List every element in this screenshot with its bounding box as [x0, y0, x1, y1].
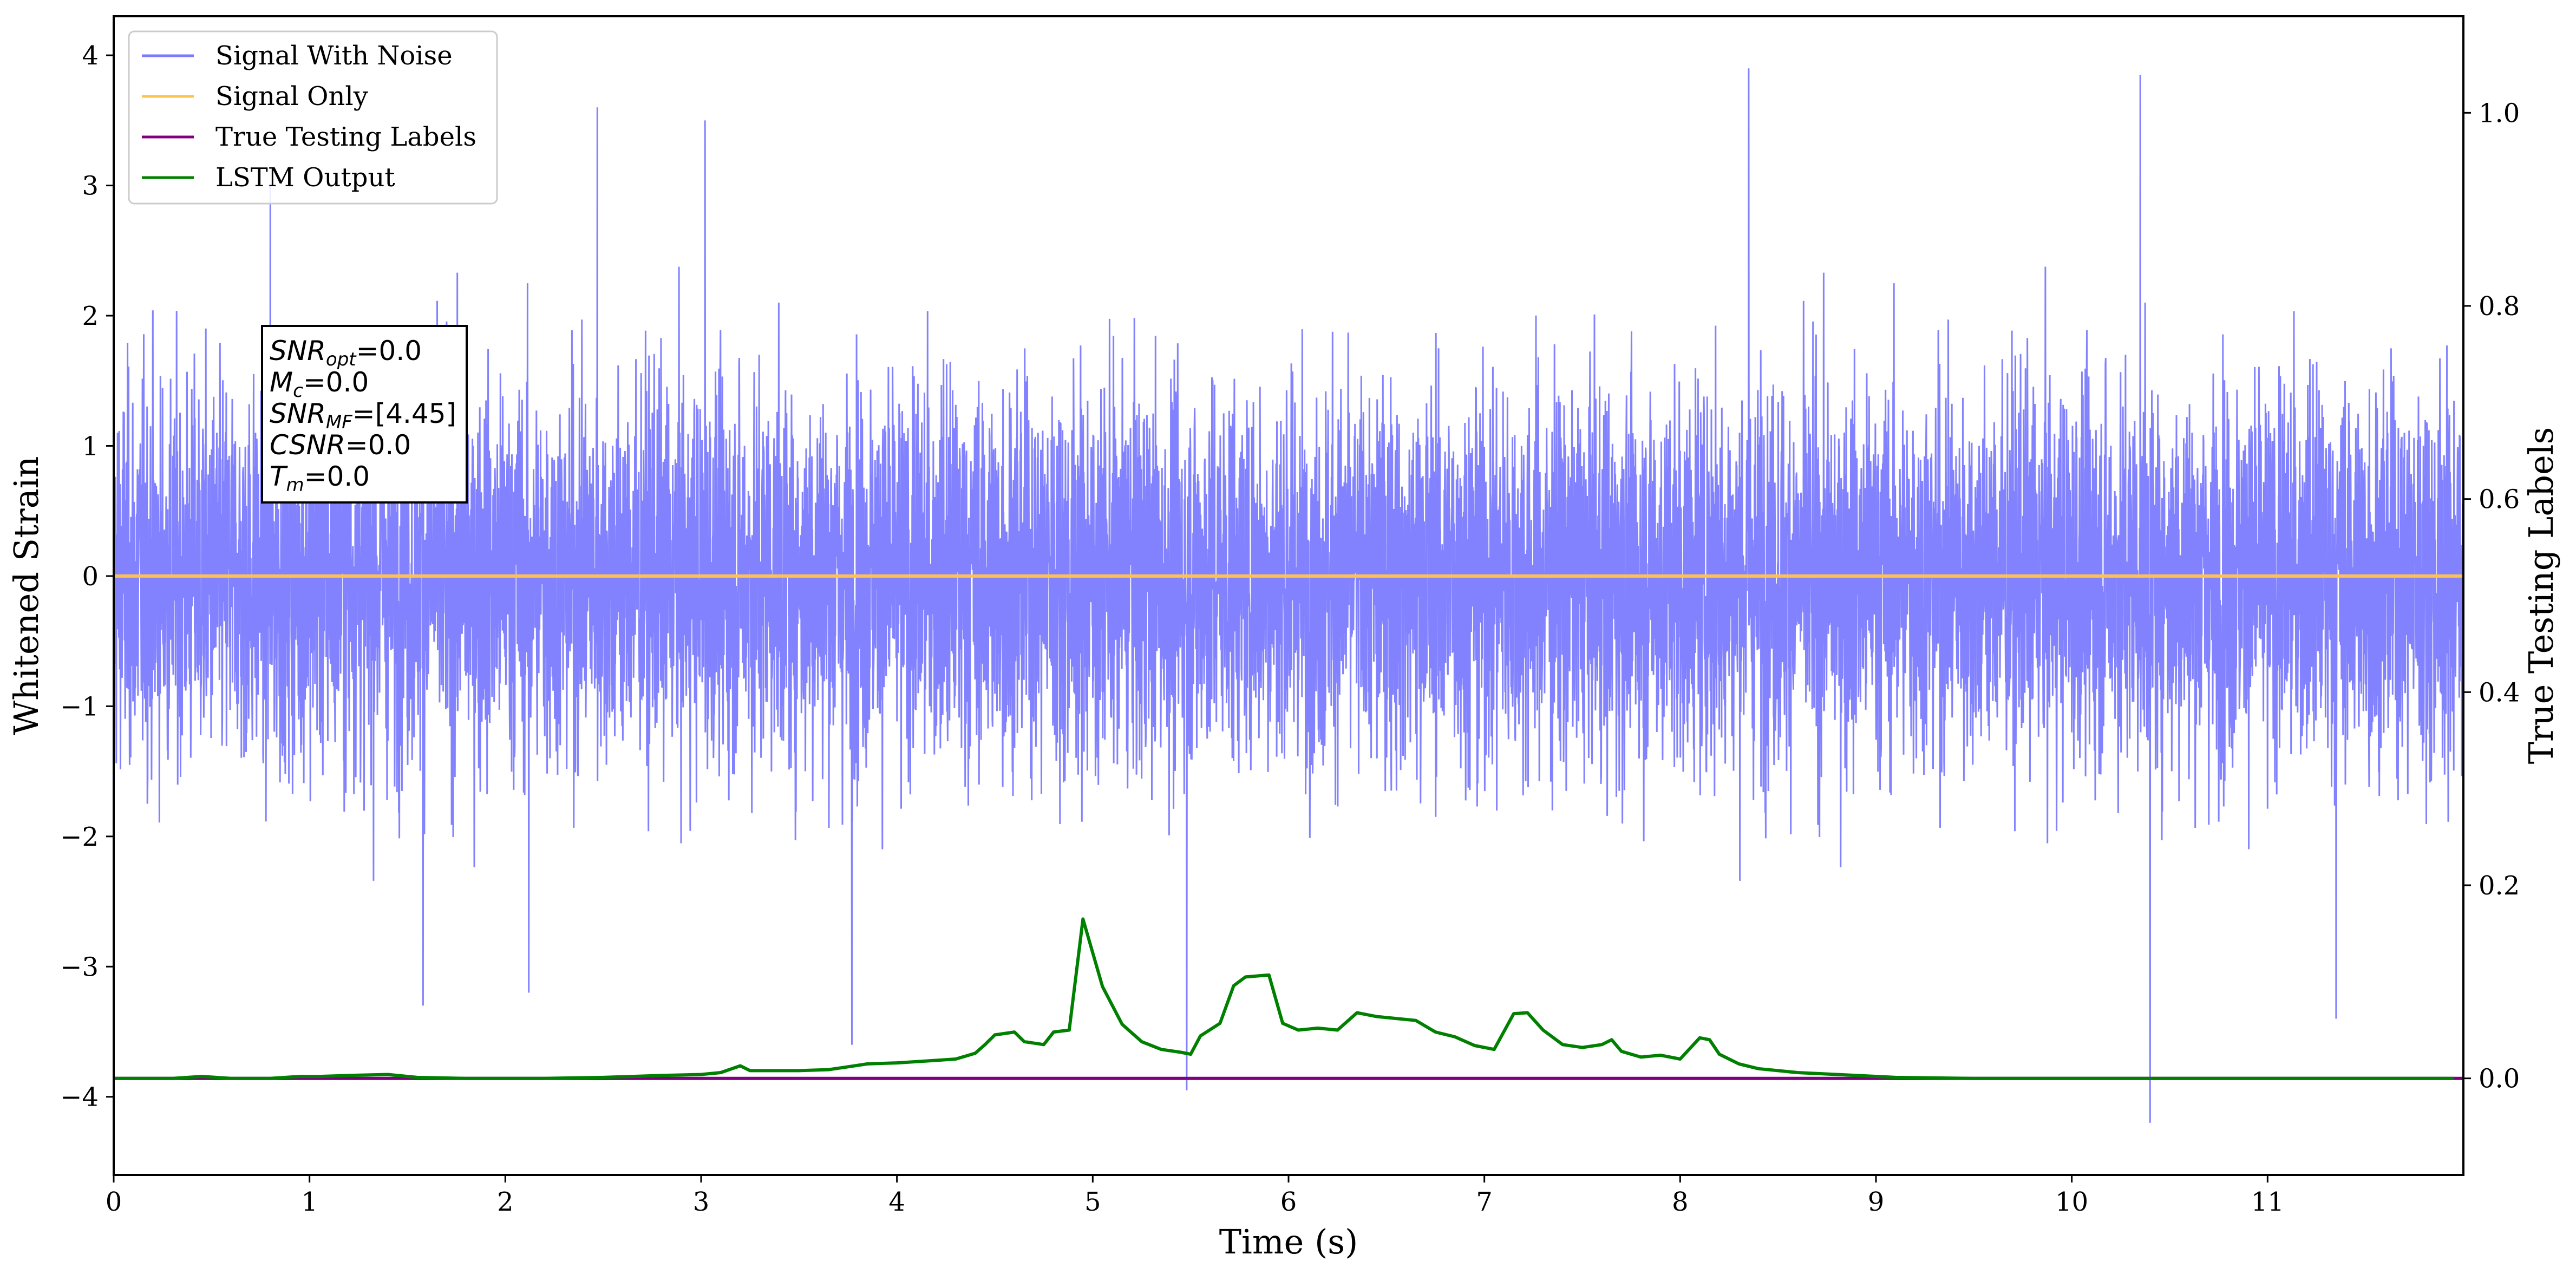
- y-tick-label: 1: [82, 431, 99, 461]
- x-tick-label: 7: [1476, 1187, 1493, 1217]
- x-tick-label: 9: [1868, 1187, 1885, 1217]
- x-tick-label: 4: [888, 1187, 905, 1217]
- legend-label: LSTM Output: [215, 162, 395, 193]
- legend-entry-signal-only: Signal Only: [142, 81, 368, 112]
- annotation-tm: Tm=0.0: [270, 461, 370, 496]
- legend-entry-signal-with-noise: Signal With Noise: [142, 41, 453, 71]
- x-tick-label: 0: [106, 1187, 122, 1217]
- y-tick-label: 4: [82, 41, 99, 71]
- x-tick-label: 3: [693, 1187, 710, 1217]
- annotation-box: SNRopt=0.0 Mc=0.0 SNRMF=[4.45] CSNR=0.0 …: [261, 325, 468, 504]
- legend-label: Signal With Noise: [215, 41, 453, 71]
- y-tick-label: −1: [60, 691, 99, 722]
- y-tick-label: −2: [60, 822, 99, 852]
- series-line-signal-with-noise: [114, 68, 2463, 1123]
- legend-box: [128, 30, 498, 205]
- y2-tick-label: 0.8: [2479, 291, 2520, 322]
- x-tick-label: 10: [2055, 1187, 2088, 1217]
- y-axis-ticks: 4 3 2 1 0 −1 −2 −3 −4: [60, 41, 114, 1113]
- annotation-frame: [261, 325, 468, 504]
- annotation-snr-opt: SNRopt=0.0: [270, 335, 422, 370]
- y-tick-label: 2: [82, 301, 99, 331]
- x-tick-label: 8: [1672, 1187, 1689, 1217]
- annotation-snr-mf: SNRMF=[4.45]: [270, 398, 456, 433]
- legend-label: True Testing Labels: [215, 122, 476, 152]
- y2-tick-label: 0.0: [2479, 1064, 2520, 1094]
- series-lines: [114, 574, 2463, 1080]
- x-tick-label: 6: [1280, 1187, 1297, 1217]
- y2-tick-label: 0.2: [2479, 871, 2520, 901]
- series-signal-with-noise: [114, 68, 2463, 1123]
- y-tick-label: 3: [82, 171, 99, 201]
- x-axis-ticks: 0 1 2 3 4 5 6 7 8 9 10 11: [106, 1175, 2284, 1217]
- legend-label: Signal Only: [215, 81, 368, 112]
- x-tick-label: 11: [2251, 1187, 2284, 1217]
- annotation-mc: Mc=0.0: [270, 367, 369, 402]
- legend-entry-lstm-output: LSTM Output: [142, 162, 395, 193]
- x-tick-label: 2: [497, 1187, 514, 1217]
- x-axis-label: Time (s): [1219, 1222, 1358, 1262]
- y2-tick-label: 0.4: [2479, 677, 2520, 708]
- y2-tick-label: 1.0: [2479, 98, 2520, 128]
- y-tick-label: −4: [60, 1082, 99, 1113]
- y2-tick-label: 0.6: [2479, 485, 2520, 515]
- y-axis-label: Whitened Strain: [6, 456, 46, 735]
- legend: Signal With Noise Signal Only True Testi…: [128, 30, 498, 205]
- y-tick-label: −3: [60, 952, 99, 982]
- x-tick-label: 1: [301, 1187, 318, 1217]
- y2-axis-ticks: 1.0 0.8 0.6 0.4 0.2 0.0: [2463, 98, 2520, 1094]
- annotation-csnr: CSNR=0.0: [270, 429, 411, 461]
- x-tick-label: 5: [1084, 1187, 1101, 1217]
- y2-axis-label: True Testing Labels: [2521, 427, 2561, 765]
- y-tick-label: 0: [82, 561, 99, 592]
- legend-entry-true-testing-labels: True Testing Labels: [142, 122, 476, 152]
- series-line-lstm-output: [114, 917, 2454, 1080]
